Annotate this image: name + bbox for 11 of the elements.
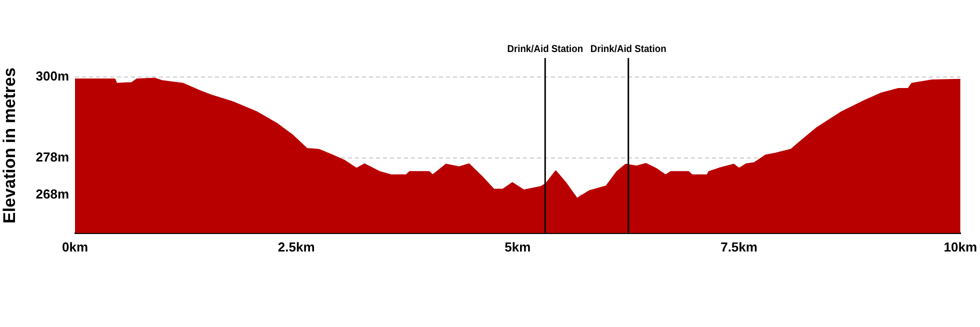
x-tick-label: 7.5km	[720, 239, 758, 254]
y-tick-label: 268m	[36, 186, 69, 202]
ref-line-label: Drink/Aid Station	[590, 43, 666, 55]
y-tick-label: 300m	[36, 68, 69, 84]
y-tick-label: 278m	[36, 150, 69, 165]
x-tick-label: 5km	[504, 239, 531, 254]
y-axis-title: Elevation in metres	[0, 68, 19, 224]
x-tick-label: 10km	[944, 239, 977, 254]
x-tick-label: 2.5km	[278, 239, 315, 254]
ref-line-label: Drink/Aid Station	[507, 43, 584, 55]
x-tick-label: 0km	[62, 239, 88, 254]
